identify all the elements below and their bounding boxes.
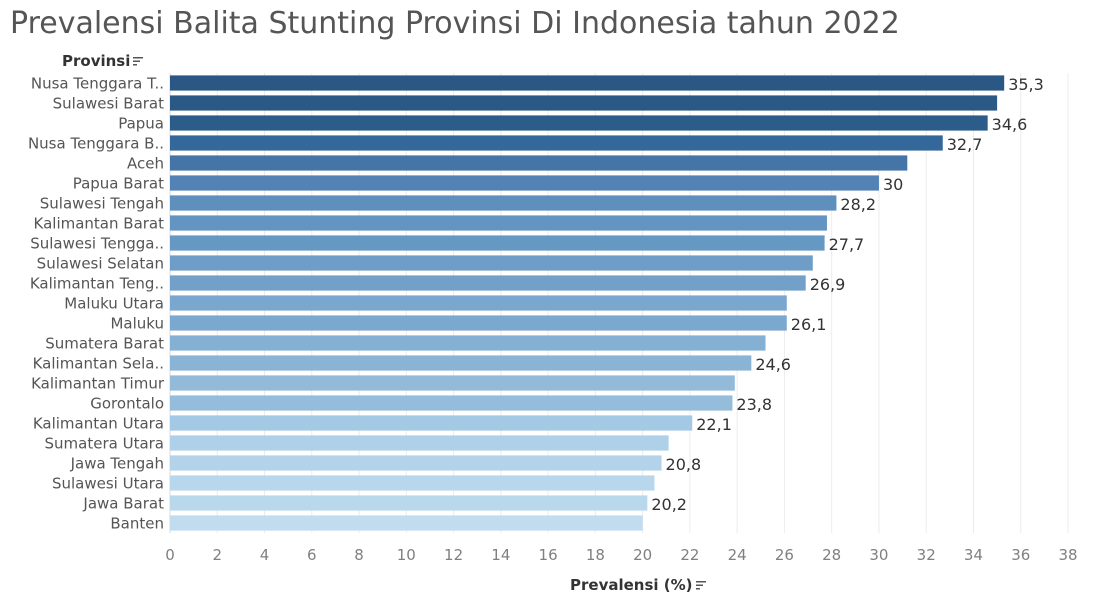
x-tick-label: 10 <box>397 546 416 564</box>
x-tick-label: 2 <box>212 546 222 564</box>
bar <box>170 155 908 171</box>
x-tick-label: 38 <box>1058 546 1077 564</box>
category-label: Sulawesi Selatan <box>37 255 164 273</box>
category-label: Kalimantan Utara <box>33 415 164 433</box>
category-label: Sulawesi Utara <box>52 475 164 493</box>
x-tick-label: 12 <box>444 546 463 564</box>
sort-descending-icon[interactable] <box>133 57 144 66</box>
category-label: Gorontalo <box>90 395 164 413</box>
x-tick-label: 36 <box>1011 546 1030 564</box>
sort-descending-icon[interactable] <box>695 581 706 590</box>
category-label: Sulawesi Barat <box>53 95 164 113</box>
x-tick-label: 8 <box>354 546 364 564</box>
x-tick-label: 6 <box>307 546 317 564</box>
bar <box>170 195 837 211</box>
data-label: 23,8 <box>736 395 772 414</box>
bar <box>170 295 787 311</box>
x-tick-label: 14 <box>491 546 510 564</box>
category-label: Kalimantan Timur <box>31 375 165 393</box>
data-label: 34,6 <box>992 115 1028 134</box>
bar <box>170 515 643 531</box>
data-label: 20,2 <box>651 495 687 514</box>
x-tick-label: 22 <box>680 546 699 564</box>
category-label: Kalimantan Teng.. <box>30 275 164 293</box>
bar <box>170 335 766 351</box>
y-axis-title: Provinsi <box>62 52 131 70</box>
bar <box>170 395 733 411</box>
x-tick-label: 18 <box>586 546 605 564</box>
bar <box>170 475 655 491</box>
category-label: Kalimantan Sela.. <box>33 355 164 373</box>
data-label: 35,3 <box>1008 75 1044 94</box>
category-label: Nusa Tenggara B.. <box>28 135 164 153</box>
bar <box>170 435 669 451</box>
bar <box>170 375 735 391</box>
category-label: Banten <box>110 515 164 533</box>
bar <box>170 255 813 271</box>
x-tick-label: 16 <box>539 546 558 564</box>
bar <box>170 215 827 231</box>
data-label: 26,1 <box>791 315 827 334</box>
bar <box>170 355 752 371</box>
x-tick-label: 30 <box>869 546 888 564</box>
bar <box>170 135 943 151</box>
data-label: 22,1 <box>696 415 732 434</box>
x-tick-label: 20 <box>633 546 652 564</box>
bar <box>170 235 825 251</box>
data-label: 26,9 <box>810 275 846 294</box>
bar <box>170 315 787 331</box>
x-tick-label: 0 <box>165 546 175 564</box>
data-label: 24,6 <box>755 355 791 374</box>
category-label: Nusa Tenggara T.. <box>31 75 164 93</box>
category-label: Aceh <box>127 155 164 173</box>
category-label: Maluku <box>110 315 164 333</box>
bar <box>170 75 1005 91</box>
category-label: Jawa Tengah <box>70 455 164 473</box>
x-tick-label: 32 <box>917 546 936 564</box>
category-label: Sumatera Utara <box>45 435 164 453</box>
bar <box>170 115 988 131</box>
data-label: 32,7 <box>947 135 983 154</box>
data-label: 27,7 <box>829 235 865 254</box>
bar <box>170 415 693 431</box>
bar <box>170 275 806 291</box>
category-label: Sulawesi Tengga.. <box>30 235 164 253</box>
category-label: Maluku Utara <box>64 295 164 313</box>
x-tick-label: 26 <box>775 546 794 564</box>
data-label: 30 <box>883 175 903 194</box>
bar <box>170 175 879 191</box>
bar <box>170 495 648 511</box>
bar <box>170 455 662 471</box>
category-label: Papua <box>118 115 164 133</box>
x-axis-header[interactable]: Prevalensi (%) <box>570 576 706 594</box>
data-label: 20,8 <box>666 455 702 474</box>
category-label: Papua Barat <box>73 175 164 193</box>
category-label: Kalimantan Barat <box>34 215 165 233</box>
x-axis-title: Prevalensi (%) <box>570 576 693 594</box>
category-label: Sumatera Barat <box>45 335 164 353</box>
data-label: 28,2 <box>840 195 876 214</box>
x-tick-label: 4 <box>260 546 270 564</box>
y-axis-header[interactable]: Provinsi <box>62 52 144 70</box>
x-tick-label: 24 <box>728 546 747 564</box>
category-label: Jawa Barat <box>82 495 164 513</box>
x-tick-label: 34 <box>964 546 983 564</box>
category-label: Sulawesi Tengah <box>40 195 164 213</box>
chart-title: Prevalensi Balita Stunting Provinsi Di I… <box>10 6 900 41</box>
x-tick-label: 28 <box>822 546 841 564</box>
bar <box>170 95 998 111</box>
